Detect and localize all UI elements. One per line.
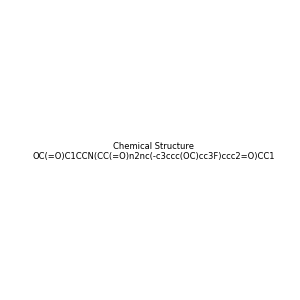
Text: Chemical Structure
OC(=O)C1CCN(CC(=O)n2nc(-c3ccc(OC)cc3F)ccc2=O)CC1: Chemical Structure OC(=O)C1CCN(CC(=O)n2n… [32,142,275,161]
